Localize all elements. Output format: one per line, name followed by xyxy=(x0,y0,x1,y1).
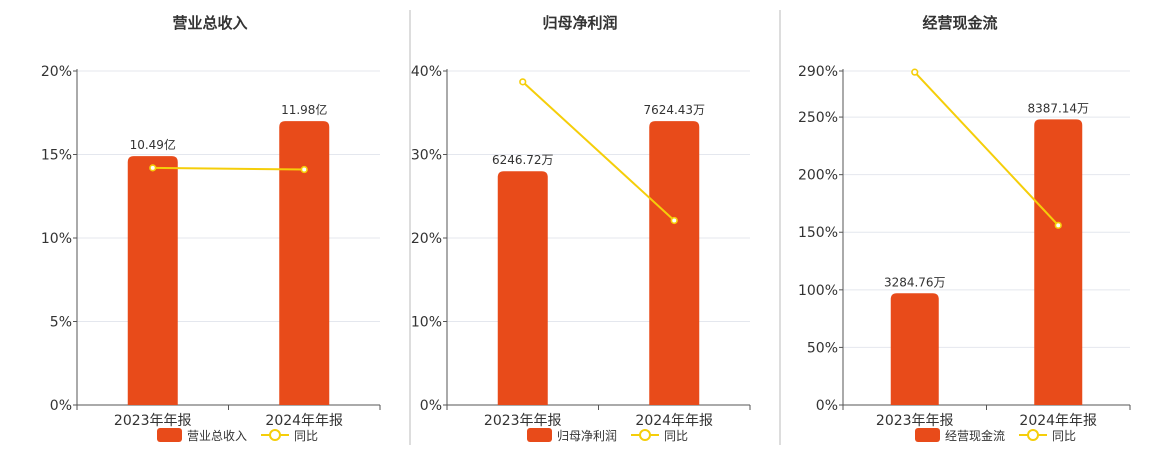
y-tick-label: 150% xyxy=(798,225,838,241)
legend-bar-label: 经营现金流 xyxy=(945,428,1005,443)
y-tick-label: 40% xyxy=(411,64,442,80)
bar-data-label: 3284.76万 xyxy=(884,275,946,289)
bar-data-label: 6246.72万 xyxy=(492,153,554,167)
legend-line-marker xyxy=(269,429,281,441)
x-tick-label: 2023年年报 xyxy=(114,413,192,429)
y-tick-label: 30% xyxy=(411,148,442,164)
legend-line-marker xyxy=(639,429,651,441)
bar-data-label: 10.49亿 xyxy=(130,137,176,152)
line-point xyxy=(519,78,527,86)
y-tick-label: 0% xyxy=(420,398,442,414)
legend-line-label: 同比 xyxy=(664,429,688,443)
y-tick-label: 250% xyxy=(798,110,838,126)
y-tick-label: 100% xyxy=(798,283,838,299)
y-tick-label: 10% xyxy=(411,315,442,331)
chart-title: 营业总收入 xyxy=(172,14,247,32)
bar xyxy=(279,121,330,405)
legend: 归母净利润 同比 xyxy=(527,428,688,443)
y-tick-label: 5% xyxy=(50,315,72,331)
bar xyxy=(890,293,939,405)
y-tick-label: 0% xyxy=(50,398,72,414)
bar xyxy=(1034,119,1083,406)
legend-line-label: 同比 xyxy=(294,429,318,443)
bar xyxy=(497,171,548,405)
legend-bar-swatch xyxy=(915,428,940,442)
legend-bar-swatch xyxy=(527,428,552,442)
legend: 营业总收入 同比 xyxy=(157,428,318,443)
line-series xyxy=(914,71,1059,227)
y-tick-label: 0% xyxy=(816,398,838,414)
bar-data-label: 11.98亿 xyxy=(281,102,327,117)
x-tick-label: 2024年年报 xyxy=(1019,413,1097,429)
line-point xyxy=(670,216,678,225)
chart-title: 归母净利润 xyxy=(542,14,617,32)
chart-panel-2: 归母净利润 0% 10% 20% 30% 40% 6246.72万 2023年年报 7624.4… xyxy=(411,14,751,443)
legend-bar-label: 营业总收入 xyxy=(187,429,247,443)
bar-data-label: 7624.43万 xyxy=(643,103,705,117)
line-point xyxy=(300,165,308,174)
legend-line-label: 同比 xyxy=(1052,429,1076,443)
chart-panel-3: 经营现金流 0% 50% 100% 150% 200% 250% 290% 3284.76万 20… xyxy=(798,14,1131,443)
y-tick-label: 20% xyxy=(411,231,442,247)
bar xyxy=(127,156,178,405)
bar xyxy=(649,121,700,405)
chart-title: 经营现金流 xyxy=(922,14,997,32)
x-tick-label: 2024年年报 xyxy=(265,413,343,429)
y-tick-label: 290% xyxy=(798,64,838,80)
line-point xyxy=(149,164,157,172)
y-tick-label: 50% xyxy=(807,340,838,356)
legend-bar-swatch xyxy=(157,428,182,442)
legend-bar-label: 归母净利润 xyxy=(557,429,617,443)
y-tick-label: 200% xyxy=(798,168,838,184)
x-tick-label: 2024年年报 xyxy=(635,413,713,429)
line-point xyxy=(1054,221,1062,229)
y-tick-label: 20% xyxy=(41,64,72,80)
line-series xyxy=(522,81,675,222)
line-point xyxy=(911,68,919,76)
x-tick-label: 2023年年报 xyxy=(484,413,562,429)
bar-data-label: 8387.14万 xyxy=(1027,101,1089,115)
legend-line-marker xyxy=(1027,429,1039,441)
y-tick-label: 10% xyxy=(41,231,72,247)
chart-panel-1: 营业总收入 0% 5% 10% 15% 20% 10.49亿 2023年年报 11.98亿 202… xyxy=(41,14,381,443)
line-series xyxy=(152,166,305,171)
x-tick-label: 2023年年报 xyxy=(876,413,954,429)
legend: 经营现金流 同比 xyxy=(915,428,1076,443)
y-tick-label: 15% xyxy=(41,148,72,164)
